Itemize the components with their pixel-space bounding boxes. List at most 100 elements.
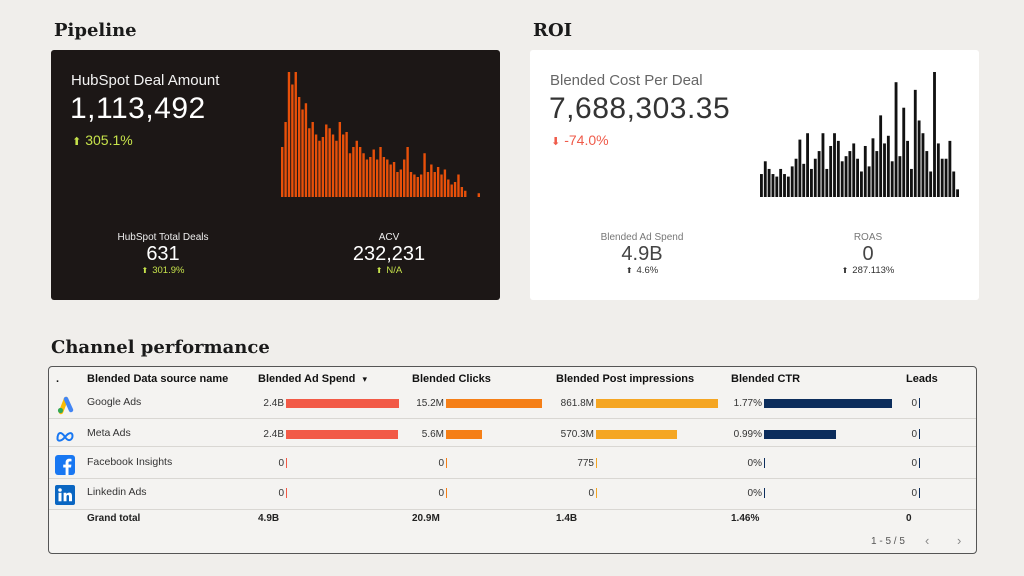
sparkline-bar	[457, 174, 460, 197]
ad-spend-value: 2.4B	[263, 398, 284, 409]
grand-total-spend: 4.9B	[258, 513, 280, 524]
ad-spend-delta: ⬆ 4.6%	[625, 265, 659, 276]
header-ad-spend[interactable]: Blended Ad Spend ▾	[258, 373, 367, 385]
grand-total-ctr: 1.46%	[731, 513, 760, 524]
ctr-bar	[764, 488, 765, 498]
sparkline-bar	[794, 158, 798, 197]
sparkline-bar	[413, 174, 416, 197]
sparkline-bar	[817, 151, 821, 197]
sparkline-bar	[775, 176, 779, 197]
post-impressions-value: 861.8M	[560, 398, 594, 409]
arrow-up-icon: ⬆	[625, 266, 633, 275]
sort-desc-icon[interactable]: ▾	[362, 374, 367, 384]
leads-value: 0	[911, 458, 917, 469]
table-row[interactable]: Facebook Insights 0 0 775 0% 0	[49, 451, 976, 479]
sparkline-bar	[902, 107, 906, 197]
header-post-impressions[interactable]: Blended Post impressions	[556, 373, 695, 385]
sparkline-bar	[355, 140, 358, 197]
ad-spend-value: 2.4B	[263, 429, 284, 440]
sparkline-bar	[436, 167, 440, 197]
sparkline-bar	[890, 161, 894, 197]
source-name: Google Ads	[87, 396, 142, 408]
cost-per-deal-delta: ⬇ -74.0%	[551, 132, 609, 148]
source-name: Linkedin Ads	[87, 486, 147, 498]
deal-amount-value: 1,113,492	[70, 92, 206, 125]
sparkline-bar	[856, 158, 859, 197]
deal-amount-label: HubSpot Deal Amount	[71, 72, 220, 89]
leads-bar	[919, 429, 920, 439]
source-name: Meta Ads	[87, 427, 131, 439]
sparkline-bar	[308, 128, 311, 197]
header-leads[interactable]: Leads	[906, 373, 938, 385]
sparkline-bar	[416, 177, 419, 197]
sparkline-bar	[372, 149, 375, 197]
sparkline-bar	[447, 179, 450, 197]
sparkline-bar	[863, 145, 867, 197]
grand-total-label: Grand total	[87, 513, 141, 524]
leads-bar	[919, 398, 920, 408]
sparkline-bar	[281, 147, 284, 197]
sparkline-bar	[331, 134, 335, 197]
post-impressions-bar	[596, 399, 718, 408]
sparkline-bar	[836, 140, 840, 197]
source-name: Facebook Insights	[87, 456, 173, 468]
table-row[interactable]: Meta Ads 2.4B 5.6M 570.3M 0.99% 0	[49, 422, 976, 450]
channel-table: . Blended Data source name Blended Ad Sp…	[48, 366, 977, 554]
header-ctr[interactable]: Blended CTR	[731, 373, 801, 385]
ad-spend-bar	[286, 488, 287, 498]
sparkline-bar	[925, 151, 929, 197]
sparkline-bar	[325, 124, 328, 197]
sparkline-bar	[763, 161, 767, 197]
sparkline-bar	[440, 174, 443, 197]
sparkline-bar	[301, 109, 304, 197]
sparkline-bar	[810, 168, 813, 197]
ad-spend-bar	[286, 430, 398, 439]
arrow-down-icon: ⬇	[551, 136, 561, 148]
sparkline-bar	[348, 153, 352, 197]
clicks-bar	[446, 399, 542, 408]
sparkline-bar	[443, 169, 447, 197]
total-deals-delta: ⬆ 301.9%	[141, 265, 185, 276]
pipeline-title: Pipeline	[54, 20, 137, 41]
sparkline-bar	[879, 115, 883, 197]
grand-total-leads: 0	[906, 513, 912, 524]
ad-spend-value: 4.9B	[621, 243, 663, 265]
ctr-bar	[764, 430, 836, 439]
sparkline-bar	[906, 140, 909, 197]
header-source-name[interactable]: Blended Data source name	[87, 373, 229, 385]
sparkline-bar	[396, 172, 399, 197]
table-row[interactable]: Linkedin Ads 0 0 0 0% 0	[49, 481, 976, 509]
sparkline-bar	[284, 122, 287, 197]
sparkline-bar	[314, 134, 318, 197]
sparkline-bar	[328, 128, 331, 197]
roas-label: ROAS	[853, 232, 883, 243]
roas-value: 0	[862, 243, 874, 265]
sparkline-bar	[409, 172, 413, 197]
grand-total-clicks: 20.9M	[412, 513, 440, 524]
sparkline-bar	[318, 140, 321, 197]
linkedin-icon	[55, 485, 75, 505]
sparkline-bar	[913, 89, 917, 197]
sparkline-bar	[921, 133, 925, 197]
sparkline-bar	[430, 164, 433, 197]
sparkline-bar	[952, 171, 956, 197]
next-page-button[interactable]: ›	[957, 533, 962, 548]
clicks-value: 5.6M	[421, 429, 444, 440]
deal-amount-sparkline	[281, 72, 480, 197]
ctr-bar	[764, 458, 765, 468]
sparkline-bar	[352, 147, 355, 197]
prev-page-button[interactable]: ‹	[925, 533, 930, 548]
channel-performance-title: Channel performance	[51, 337, 270, 358]
sparkline-bar	[311, 122, 314, 197]
sparkline-bar	[423, 153, 426, 197]
sparkline-bar	[886, 135, 890, 197]
header-clicks[interactable]: Blended Clicks	[412, 373, 491, 385]
leads-value: 0	[911, 398, 917, 409]
sparkline-bar	[875, 151, 879, 197]
row-divider	[49, 446, 976, 447]
sparkline-bar	[829, 145, 833, 197]
row-divider	[49, 509, 976, 510]
sparkline-bar	[852, 143, 856, 197]
arrow-up-icon: ⬆	[72, 136, 82, 148]
table-row[interactable]: Google Ads 2.4B 15.2M 861.8M 1.77% 0	[49, 391, 976, 419]
